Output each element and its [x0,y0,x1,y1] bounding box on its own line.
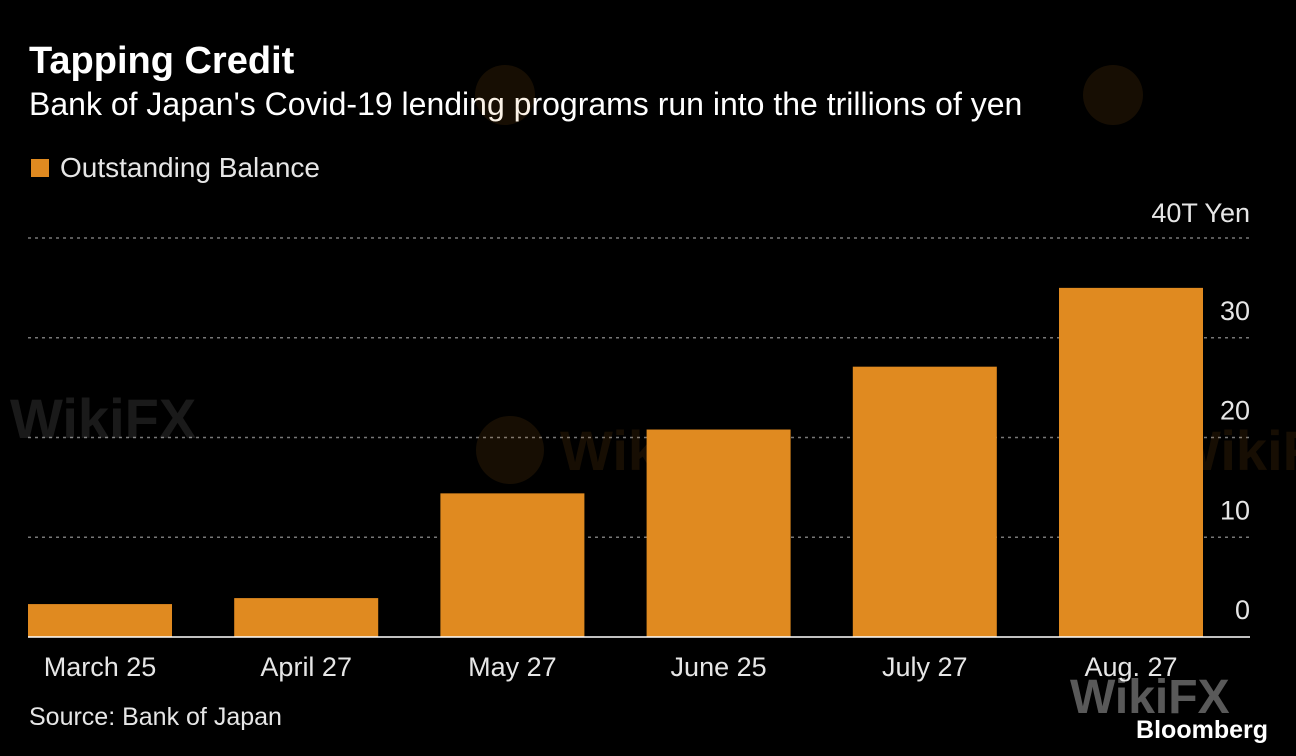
y-tick-label: 0 [1235,595,1250,625]
x-tick-label: March 25 [44,652,157,682]
x-tick-label: May 27 [468,652,557,682]
chart-subtitle: Bank of Japan's Covid-19 lending program… [29,86,1023,122]
bar [28,604,172,637]
legend: Outstanding Balance [31,152,320,184]
bar [440,493,585,637]
bar [234,598,379,637]
y-tick-label: 40T Yen [1151,198,1250,228]
bar [646,429,791,637]
legend-label: Outstanding Balance [60,152,320,183]
y-tick-label: 20 [1220,396,1250,426]
y-tick-label: 10 [1220,495,1250,525]
x-tick-label: July 27 [882,652,968,682]
bar [852,366,997,637]
y-tick-label: 30 [1220,296,1250,326]
x-tick-label: April 27 [260,652,352,682]
bar [1059,287,1203,637]
chart-title: Tapping Credit [29,40,295,82]
legend-swatch [31,159,49,177]
brand-logo: Bloomberg [1136,716,1268,744]
x-tick-label: June 25 [671,652,767,682]
source-note: Source: Bank of Japan [29,703,282,731]
bar-chart: 0 10 20 30 40T Yen March 25 April 27 May 27 June… [28,198,1250,682]
x-tick-label: Aug. 27 [1084,652,1177,682]
